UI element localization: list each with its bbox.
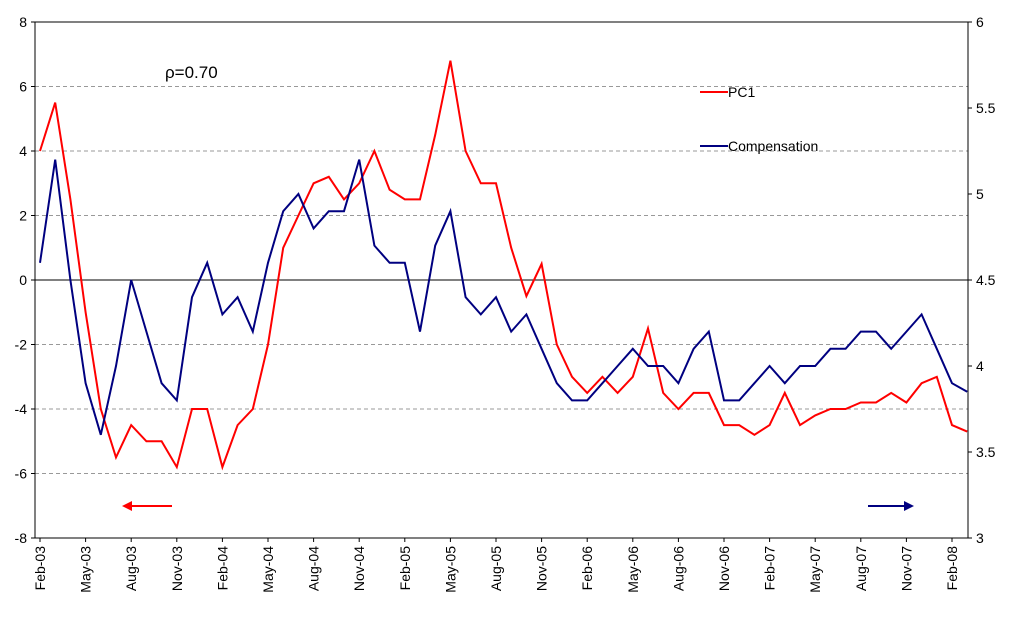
- x-tick-label: Feb-03: [32, 546, 48, 591]
- x-tick-label: Nov-07: [898, 546, 914, 591]
- y2-tick-label: 4.5: [976, 272, 996, 288]
- x-tick-label: Nov-04: [351, 546, 367, 591]
- x-tick-label: Feb-04: [214, 546, 230, 591]
- x-tick-label: May-07: [807, 546, 823, 593]
- y2-tick-label: 5: [976, 186, 984, 202]
- x-tick-label: Nov-05: [534, 546, 550, 591]
- x-tick-label: May-03: [78, 546, 94, 593]
- legend-label: Compensation: [728, 138, 818, 154]
- series-line: [39, 60, 968, 471]
- y-tick-label: 4: [19, 143, 27, 159]
- x-tick-label: May-04: [260, 546, 276, 593]
- legend-label: PC1: [728, 84, 755, 100]
- y-tick-label: 2: [19, 208, 27, 224]
- x-tick-label: Feb-06: [579, 546, 595, 591]
- x-tick-label: Aug-04: [306, 546, 322, 591]
- annotation: ρ=0.70: [165, 63, 218, 82]
- y-tick-label: -4: [15, 401, 28, 417]
- plot-border: [34, 21, 969, 539]
- x-tick-label: Feb-07: [762, 546, 778, 591]
- y-tick-label: 6: [19, 79, 27, 95]
- y2-tick-label: 4: [976, 358, 984, 374]
- y-tick-label: -8: [15, 530, 28, 546]
- x-tick-label: Feb-08: [944, 546, 960, 591]
- series-line: [39, 159, 968, 436]
- x-tick-label: May-05: [442, 546, 458, 593]
- right-arrow: [868, 501, 914, 511]
- x-tick-label: May-06: [625, 546, 641, 593]
- x-tick-label: Aug-06: [670, 546, 686, 591]
- y2-tick-label: 5.5: [976, 100, 996, 116]
- x-tick-label: Aug-07: [853, 546, 869, 591]
- x-tick-label: Nov-03: [169, 546, 185, 591]
- y-tick-label: 0: [19, 272, 27, 288]
- left-arrow: [122, 501, 172, 511]
- y2-tick-label: 3.5: [976, 444, 996, 460]
- y-tick-label: -2: [15, 337, 28, 353]
- x-tick-label: Aug-03: [123, 546, 139, 591]
- y2-tick-label: 6: [976, 14, 984, 30]
- y-tick-label: -6: [15, 466, 28, 482]
- x-tick-label: Feb-05: [397, 546, 413, 591]
- x-tick-label: Aug-05: [488, 546, 504, 591]
- x-tick-label: Nov-06: [716, 546, 732, 591]
- y2-tick-label: 3: [976, 530, 984, 546]
- y-tick-label: 8: [19, 14, 27, 30]
